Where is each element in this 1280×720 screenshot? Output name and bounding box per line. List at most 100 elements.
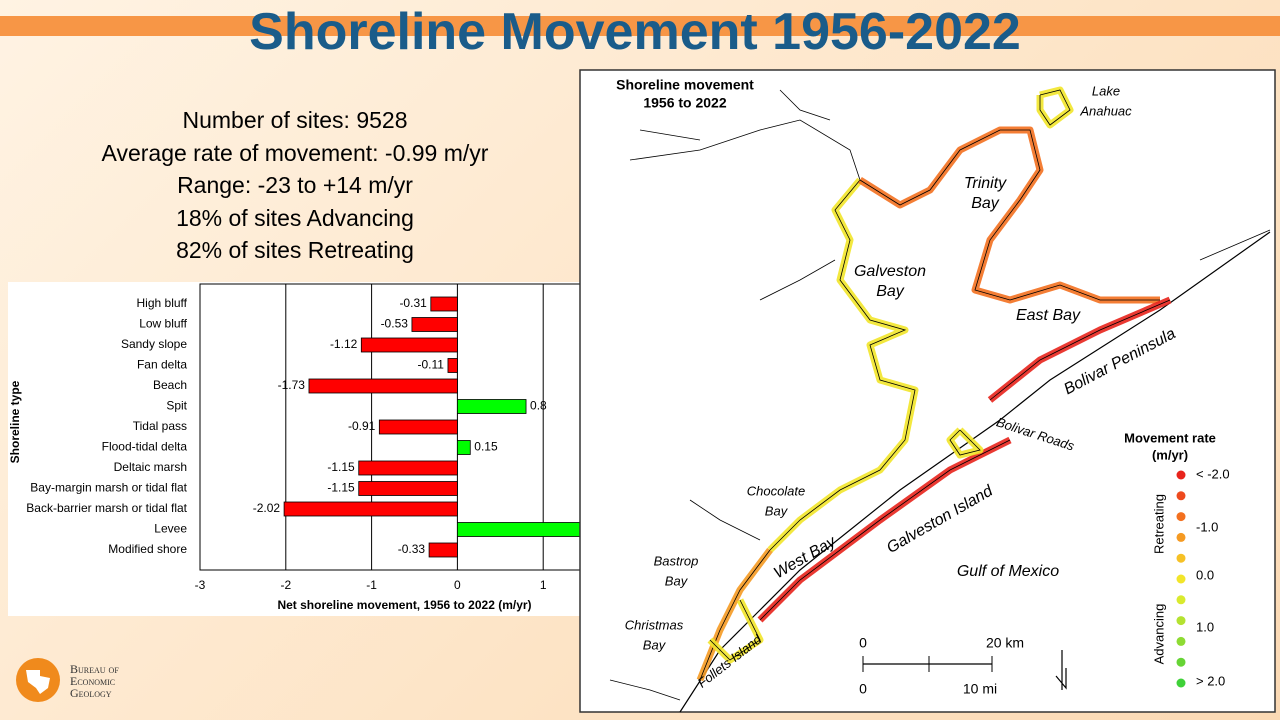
bar	[378, 419, 458, 435]
shoreline	[769, 179, 916, 551]
legend-label: < -2.0	[1196, 466, 1230, 481]
y-tick-label: Levee	[154, 522, 187, 536]
x-tick-label: -1	[366, 578, 377, 592]
y-tick-label: Tidal pass	[133, 419, 187, 433]
y-axis-title: Shoreline type	[8, 380, 22, 463]
x-tick-label: -2	[280, 578, 291, 592]
value-label: -2.02	[253, 501, 281, 515]
stat-line: Range: -23 to +14 m/yr	[177, 172, 413, 198]
value-label: -1.12	[330, 337, 358, 351]
bar	[308, 378, 458, 394]
chart: -3-2-1012Net shoreline movement, 1956 to…	[8, 282, 632, 616]
stat-line: Average rate of movement: -0.99 m/yr	[101, 139, 489, 166]
title-band	[0, 16, 1280, 36]
legend-label: -1.0	[1196, 519, 1218, 534]
legend-label: 1.0	[1196, 619, 1214, 634]
y-tick-label: Modified shore	[108, 542, 187, 556]
shoreline	[699, 549, 771, 681]
map: Shoreline movement 1956 to 2022 Lake Anahua…	[579, 69, 1276, 713]
legend-title: (m/yr)	[1152, 447, 1188, 462]
bar	[428, 542, 458, 558]
shoreline	[759, 439, 1011, 621]
river	[609, 679, 681, 701]
legend-swatch	[1176, 616, 1186, 626]
x-tick-label: 0	[454, 578, 461, 592]
shoreline	[949, 429, 981, 456]
river	[629, 119, 861, 181]
legend-swatch	[1176, 574, 1186, 584]
stat-line: Number of sites: 9528	[182, 107, 408, 133]
river	[639, 129, 701, 141]
scale-label: 10 mi	[963, 681, 997, 697]
river	[1199, 229, 1271, 261]
place-label: Bay	[876, 283, 905, 300]
value-label: -0.11	[417, 358, 444, 372]
legend-swatch	[1176, 491, 1186, 501]
map-frame	[579, 69, 1276, 713]
stats: Number of sites: 9528 Average rate of mo…	[40, 104, 550, 267]
legend-swatch	[1176, 512, 1186, 522]
value-label: -1.15	[327, 460, 355, 474]
legend-advancing: Advancing	[1151, 604, 1166, 665]
shoreline	[1039, 89, 1071, 126]
logo-text: Bureau of	[70, 662, 119, 676]
place-label: Trinity	[964, 175, 1007, 192]
stat-line: 18% of sites Advancing	[176, 204, 414, 231]
bar	[447, 358, 458, 373]
x-tick-label: -3	[195, 578, 206, 592]
river	[759, 259, 836, 301]
place-label: Galveston	[854, 263, 926, 280]
bar	[411, 317, 458, 332]
x-tick-label: 1	[540, 578, 547, 592]
logo-text: Economic	[70, 674, 115, 688]
y-tick-label: Bay-margin marsh or tidal flat	[30, 481, 187, 495]
place-label: Gulf of Mexico	[957, 563, 1059, 580]
value-label: 0.8	[530, 399, 547, 413]
shoreline	[859, 129, 1160, 301]
place-label: Bay	[643, 637, 667, 652]
y-tick-label: Low bluff	[139, 317, 187, 331]
legend-swatch	[1176, 532, 1186, 542]
gulf-coastline	[679, 231, 1271, 713]
place-label: Bastrop	[654, 553, 699, 568]
slide-title: Shoreline Movement 1956-2022	[249, 3, 1021, 61]
place-label: Bay	[765, 503, 789, 518]
legend-retreating: Retreating	[1151, 494, 1166, 554]
river	[689, 499, 761, 541]
place-label: Anahuac	[1079, 103, 1132, 118]
y-tick-label: Deltaic marsh	[114, 460, 187, 474]
logo-text: Geology	[70, 686, 112, 700]
shoreline	[989, 299, 1171, 401]
place-label: Christmas	[625, 617, 684, 632]
bar	[456, 440, 471, 455]
value-label: 0.15	[474, 440, 498, 454]
bar	[430, 296, 458, 312]
y-tick-label: Back-barrier marsh or tidal flat	[26, 501, 187, 515]
legend-label: 0.0	[1196, 567, 1214, 582]
place-label: East Bay	[1016, 307, 1081, 324]
legend-title: Movement rate	[1124, 430, 1216, 445]
legend-swatch	[1176, 595, 1186, 605]
bar	[358, 460, 458, 476]
value-label: -0.53	[381, 317, 409, 331]
bar	[360, 337, 458, 353]
bar	[456, 522, 582, 537]
place-label: Lake	[1092, 83, 1120, 98]
river	[779, 89, 831, 121]
y-tick-label: High bluff	[137, 296, 188, 310]
value-label: -1.73	[278, 378, 306, 392]
bar	[283, 501, 458, 517]
legend-swatch	[1176, 553, 1186, 563]
bar	[358, 481, 458, 496]
logo-texas	[26, 670, 50, 694]
value-label: -0.33	[398, 542, 426, 556]
shoreline	[709, 599, 761, 661]
chart-background	[8, 282, 632, 616]
y-tick-label: Beach	[153, 378, 187, 392]
value-label: -0.91	[348, 419, 376, 433]
y-tick-label: Spit	[166, 399, 187, 413]
bar	[456, 399, 527, 414]
y-tick-label: Sandy slope	[121, 337, 187, 351]
